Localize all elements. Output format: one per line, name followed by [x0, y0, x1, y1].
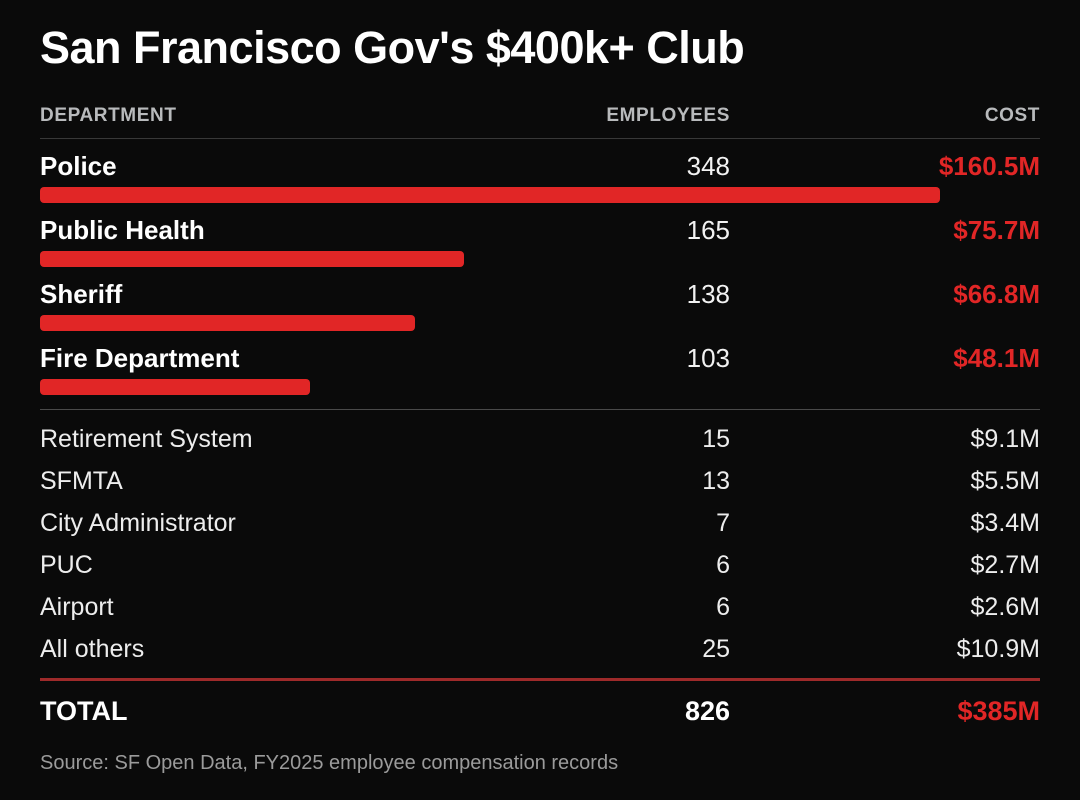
- total-row: TOTAL 826 $385M: [40, 681, 1040, 727]
- cost-bar: [40, 251, 464, 267]
- employee-count: 6: [716, 550, 730, 579]
- employee-count: 138: [686, 279, 730, 309]
- table-row: Police 348 $160.5M: [40, 139, 1040, 203]
- department-name: SFMTA: [40, 466, 123, 495]
- department-name: Fire Department: [40, 343, 240, 373]
- table-row: Public Health 165 $75.7M: [40, 203, 1040, 267]
- department-name: All others: [40, 634, 145, 663]
- col-header-department: DEPARTMENT: [40, 105, 177, 126]
- col-header-cost: COST: [984, 105, 1040, 126]
- total-divider: [40, 678, 1040, 681]
- cost-value: $5.5M: [970, 466, 1040, 495]
- table-row: City Administrator 7 $3.4M: [40, 502, 1040, 544]
- cost-value: $2.7M: [970, 550, 1040, 579]
- employee-count: 348: [686, 151, 730, 181]
- table-row: All others 25 $10.9M: [40, 628, 1040, 670]
- table-row: Sheriff 138 $66.8M: [40, 267, 1040, 331]
- page-title: San Francisco Gov's $400k+ Club: [40, 22, 745, 73]
- employee-count: 15: [702, 424, 730, 453]
- cost-bar: [40, 379, 310, 395]
- employee-count: 7: [716, 508, 730, 537]
- employee-count: 6: [716, 592, 730, 621]
- department-name: City Administrator: [40, 508, 236, 537]
- cost-value: $9.1M: [970, 424, 1040, 453]
- department-name: Police: [40, 151, 117, 181]
- employee-count: 103: [686, 343, 730, 373]
- department-name: PUC: [40, 550, 93, 579]
- cost-value: $2.6M: [970, 592, 1040, 621]
- cost-value: $160.5M: [938, 151, 1040, 181]
- table-row: PUC 6 $2.7M: [40, 544, 1040, 586]
- cost-value: $75.7M: [953, 215, 1040, 245]
- table-row: Fire Department 103 $48.1M: [40, 331, 1040, 395]
- bar-rows-section: Police 348 $160.5M Public Health 165 $75…: [40, 139, 1040, 395]
- employee-count: 13: [702, 466, 730, 495]
- section-divider: [40, 409, 1040, 410]
- secondary-rows-section: Retirement System 15 $9.1M SFMTA 13 $5.5…: [40, 418, 1040, 670]
- cost-bar: [40, 187, 940, 203]
- col-header-employees: EMPLOYEES: [606, 105, 730, 126]
- employee-count: 25: [702, 634, 730, 663]
- table-row: Retirement System 15 $9.1M: [40, 418, 1040, 460]
- department-name: Public Health: [40, 215, 205, 245]
- table-row: SFMTA 13 $5.5M: [40, 460, 1040, 502]
- employee-count: 165: [686, 215, 730, 245]
- total-cost-value: $385M: [957, 696, 1040, 726]
- cost-value: $10.9M: [956, 634, 1040, 663]
- department-name: Sheriff: [40, 279, 123, 309]
- table-header: DEPARTMENT EMPLOYEES COST: [40, 104, 1040, 139]
- total-label: TOTAL: [40, 696, 128, 726]
- total-employee-count: 826: [684, 696, 730, 726]
- source-note: Source: SF Open Data, FY2025 employee co…: [40, 752, 619, 774]
- cost-value: $3.4M: [970, 508, 1040, 537]
- department-name: Airport: [40, 592, 114, 621]
- table-row: Airport 6 $2.6M: [40, 586, 1040, 628]
- department-name: Retirement System: [40, 424, 253, 453]
- cost-bar: [40, 315, 415, 331]
- cost-value: $48.1M: [953, 343, 1040, 373]
- cost-value: $66.8M: [953, 279, 1040, 309]
